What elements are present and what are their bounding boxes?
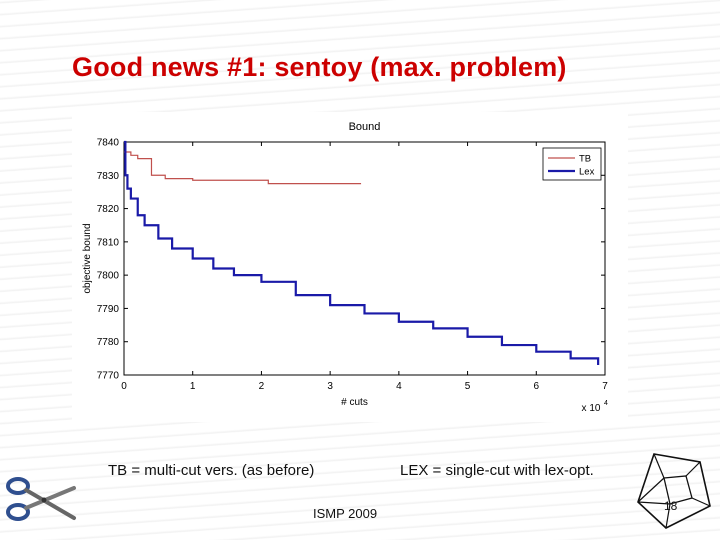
x-tick-label: 2 <box>259 381 265 392</box>
x-multiplier-label: x 10 <box>582 403 601 414</box>
x-tick-label: 1 <box>190 381 196 392</box>
legend-label-lex: Lex <box>579 167 595 178</box>
x-tick-label: 5 <box>465 381 471 392</box>
legend-label-tb: TB <box>579 154 591 165</box>
hypercube-icon <box>637 453 711 529</box>
legend-box <box>542 147 602 181</box>
y-tick-label: 7800 <box>97 271 120 282</box>
chart-panel: Bound 0 1 2 3 4 5 6 7 7770 7780 7790 7800 7810 7820 783… <box>72 112 628 422</box>
y-axis-label: objective bound <box>82 223 93 293</box>
x-tick-label: 0 <box>121 381 127 392</box>
y-tick-label: 7820 <box>97 204 120 215</box>
x-tick-label: 6 <box>534 381 540 392</box>
scissors-icon <box>6 477 76 521</box>
caption-lex: LEX = single-cut with lex-opt. <box>400 462 594 479</box>
page-number: 18 <box>664 499 678 513</box>
bound-chart: Bound 0 1 2 3 4 5 6 7 7770 7780 7790 7800 7810 7820 783… <box>82 121 608 414</box>
caption-tb: TB = multi-cut vers. (as before) <box>108 462 315 479</box>
series-line-tb <box>124 151 362 185</box>
y-tick-label: 7790 <box>97 304 120 315</box>
x-tick-label: 4 <box>396 381 402 392</box>
y-tick-label: 7830 <box>97 171 120 182</box>
y-tick-label: 7770 <box>97 371 120 382</box>
x-multiplier-exponent: 4 <box>604 400 608 407</box>
x-tick-label: 7 <box>602 381 608 392</box>
y-tick-label: 7810 <box>97 237 120 248</box>
x-tick-label: 3 <box>327 381 333 392</box>
series-line-lex <box>124 140 600 366</box>
chart-title: Bound <box>349 121 381 133</box>
x-axis-label: # cuts <box>341 397 368 408</box>
y-tick-label: 7780 <box>97 337 120 348</box>
slide-title: Good news #1: sentoy (max. problem) <box>72 52 567 82</box>
footer-conference: ISMP 2009 <box>313 506 378 521</box>
y-tick-label: 7840 <box>97 138 120 149</box>
